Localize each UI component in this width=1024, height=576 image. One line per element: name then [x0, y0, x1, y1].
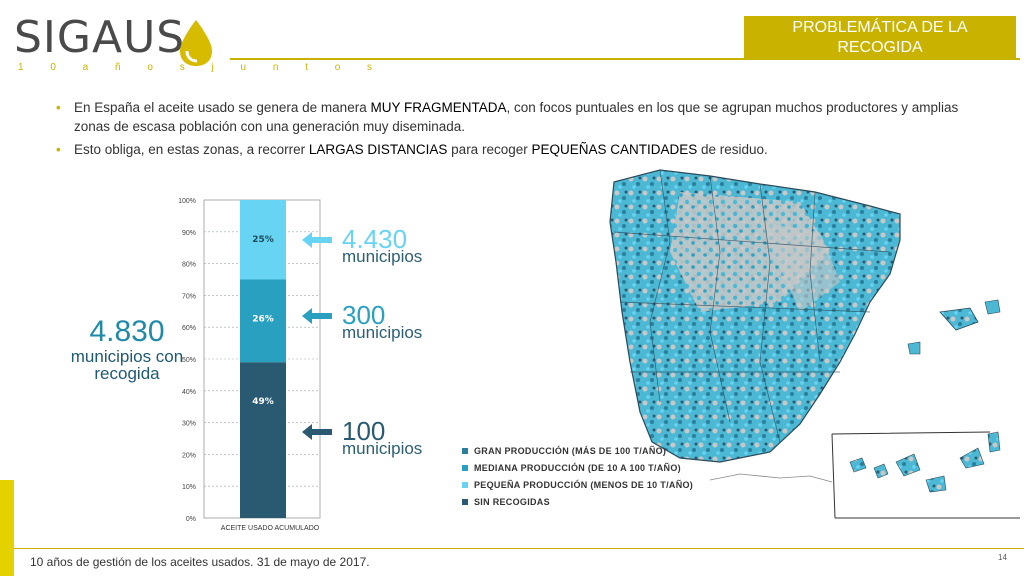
oil-drop-icon: [180, 20, 212, 66]
bullet-list: En España el aceite usado se genera de m…: [56, 98, 976, 163]
callout-number: 100: [342, 416, 386, 446]
callout-number: 4.430: [342, 224, 408, 254]
section-title-line1: PROBLEMÁTICA DE LA: [792, 19, 968, 36]
bar-segment: [240, 362, 286, 518]
map-legend: GRAN PRODUCCIÓN (MÁS DE 100 T/AÑO) MEDIAN…: [462, 442, 693, 510]
bullet-emphasis: MUY FRAGMENTADA: [370, 100, 507, 115]
summary-label-2: recogida: [94, 364, 160, 383]
y-tick-label: 30%: [182, 421, 196, 428]
legend-swatch: [462, 464, 468, 471]
y-tick-label: 20%: [182, 452, 196, 459]
bullet-text: , con focos puntuales en los que se agru…: [74, 100, 959, 134]
bullet-emphasis: LARGAS DISTANCIAS: [308, 142, 448, 157]
bullet-text: para recoger: [447, 142, 532, 157]
bar-data-label: 49%: [252, 397, 274, 407]
bar-data-label: 26%: [252, 315, 274, 325]
legend-item: PEQUEÑA PRODUCCIÓN (MENOS DE 10 T/AÑO): [462, 476, 693, 493]
y-tick-label: 90%: [182, 230, 196, 237]
legend-label: GRAN PRODUCCIÓN (MÁS DE 100 T/AÑO): [474, 445, 667, 456]
bullet-emphasis: PEQUEÑAS CANTIDADES: [531, 142, 698, 157]
y-tick-label: 10%: [182, 484, 196, 491]
callout-label: municipios: [342, 323, 423, 342]
bar-data-label: 25%: [252, 235, 274, 245]
bullet-item: Esto obliga, en estas zonas, a recorrer …: [56, 140, 976, 159]
summary-block: 4.830 municipios con recogida: [62, 315, 192, 383]
legend-swatch: [462, 447, 468, 454]
y-tick-label: 100%: [178, 198, 196, 205]
arrow-left-icon: [302, 232, 332, 248]
bar-segment: [240, 279, 286, 363]
summary-label-1: municipios con: [70, 347, 184, 366]
header-divider: [230, 58, 1020, 60]
callout-label: municipios: [342, 439, 423, 458]
legend-label: MEDIANA PRODUCCIÓN (DE 10 A 100 T/AÑO): [474, 462, 681, 473]
stacked-bar-chart: 0% 10% 20% 30% 40% 50% 60% 70% 80% 90% 100% 49% 26% 2…: [178, 198, 321, 532]
y-tick-label: 40%: [182, 389, 196, 396]
x-category-label: ACEITE USADO ACUMULADO: [221, 525, 320, 532]
y-tick-label: 60%: [182, 325, 196, 332]
bar-segment: [240, 200, 286, 280]
legend-item: GRAN PRODUCCIÓN (MÁS DE 100 T/AÑO): [462, 442, 693, 459]
bullet-text: En España el aceite usado se genera de m…: [74, 100, 371, 115]
arrow-left-icon: [302, 424, 332, 440]
spain-collection-map: [609, 169, 1020, 519]
callout-label: municipios: [342, 247, 423, 266]
arrow-left-icon: [302, 308, 332, 324]
footer-text: 10 años de gestión de los aceites usados…: [30, 555, 370, 569]
summary-number: 4.830: [89, 315, 165, 348]
y-tick-label: 80%: [182, 262, 196, 269]
y-tick-label: 0%: [186, 516, 196, 523]
sigaus-logo: SIGAUS: [14, 12, 186, 63]
accent-bar: [0, 480, 14, 576]
legend-item: MEDIANA PRODUCCIÓN (DE 10 A 100 T/AÑO): [462, 459, 693, 476]
logo-tagline: 1 0 a ñ o s j u n t o s: [18, 62, 385, 73]
map-canary: [849, 431, 1001, 493]
bullet-text: Esto obliga, en estas zonas, a recorrer: [74, 142, 309, 157]
legend-item: SIN RECOGIDAS: [462, 493, 693, 510]
legend-label: SIN RECOGIDAS: [474, 496, 550, 507]
y-tick-label: 50%: [182, 357, 196, 364]
callout-number: 300: [342, 300, 386, 330]
section-title: PROBLEMÁTICA DE LA RECOGIDA: [744, 16, 1016, 58]
page-number: 14: [998, 553, 1007, 562]
map-balearic: [939, 307, 979, 331]
footer-divider: [14, 548, 1024, 549]
legend-swatch: [462, 481, 468, 488]
section-title-line2: RECOGIDA: [837, 39, 923, 56]
legend-swatch: [462, 498, 468, 505]
y-tick-label: 70%: [182, 293, 196, 300]
legend-label: PEQUEÑA PRODUCCIÓN (MENOS DE 10 T/AÑO): [474, 479, 694, 490]
bullet-text: de residuo.: [697, 142, 768, 157]
bullet-item: En España el aceite usado se genera de m…: [56, 98, 976, 136]
